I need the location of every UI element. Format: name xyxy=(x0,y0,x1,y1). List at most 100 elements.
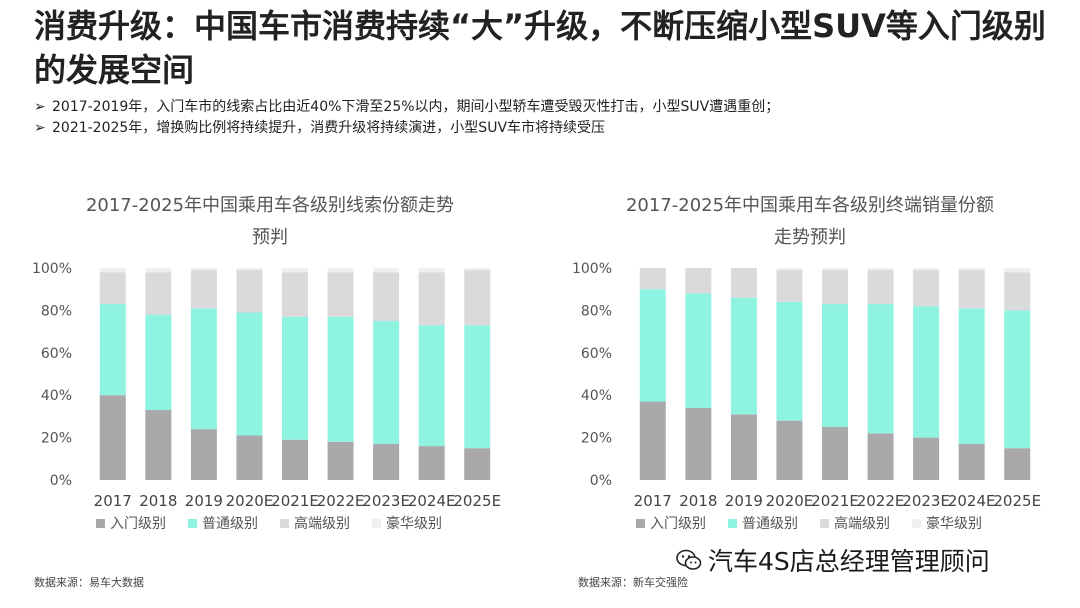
y-tick-label: 40% xyxy=(581,388,612,404)
bar-segment-2 xyxy=(145,314,172,411)
bar-segment-4 xyxy=(145,268,172,273)
bar-segment-2 xyxy=(190,308,217,430)
x-tick-label: 2021E xyxy=(811,492,859,510)
bar-segment-1 xyxy=(373,443,400,480)
bar-segment-3 xyxy=(145,272,172,315)
bar-segment-3 xyxy=(776,270,803,302)
y-tick-label: 40% xyxy=(41,388,72,404)
legend-swatch-1 xyxy=(96,519,105,528)
legend-label-2: 普通级别 xyxy=(742,516,798,532)
chart-sales-share-title: 2017-2025年中国乘用车各级别终端销量份额 走势预判 xyxy=(625,195,995,248)
bar-segment-2 xyxy=(373,321,400,444)
legend-label-3: 高端级别 xyxy=(834,515,890,532)
x-tick-label: 2022E xyxy=(317,492,365,510)
bullet-list: ➢ 2017-2019年，入门车市的线索占比由近40%下滑至25%以内，期间小型轿… xyxy=(34,97,1064,139)
legend-swatch-3 xyxy=(820,519,829,528)
chart-sales-share: 0% 20% 40% 60% 80% 100% 2017 2018 2019 2020E 2021E… xyxy=(550,190,1070,550)
bar-segment-2 xyxy=(685,293,712,408)
bar-segment-1 xyxy=(730,414,757,480)
bar-segment-4 xyxy=(327,268,354,273)
bar-segment-4 xyxy=(464,268,491,271)
y-tick-label: 0% xyxy=(590,473,612,489)
x-tick-label: 2020E xyxy=(226,492,274,510)
bar-segment-4 xyxy=(99,268,126,273)
x-tick-label: 2024E xyxy=(948,492,996,510)
bar-segment-3 xyxy=(867,270,894,305)
chart-sales-share-plot: 0% 20% 40% 60% 80% 100% 2017 2018 2019 2020E2021E… xyxy=(572,261,1041,532)
bar-segment-1 xyxy=(776,420,803,480)
bar-segment-3 xyxy=(1004,272,1031,311)
legend-label-3: 高端级别 xyxy=(294,515,350,532)
bar-segment-4 xyxy=(776,268,803,271)
bar-segment-4 xyxy=(190,268,217,271)
x-tick-label: 2021E xyxy=(271,492,319,510)
bar-segment-3 xyxy=(958,270,985,309)
bullet-text-1: 2017-2019年，入门车市的线索占比由近40%下滑至25%以内，期间小型轿车… xyxy=(52,99,780,115)
bar-segment-4 xyxy=(236,268,263,271)
y-tick-label: 100% xyxy=(572,261,612,277)
x-tick-label: 2023E xyxy=(902,492,950,510)
y-tick-label: 80% xyxy=(41,303,72,319)
data-source-left: 数据来源：易车大数据 xyxy=(34,576,144,589)
bar-segment-1 xyxy=(639,401,666,480)
bullet-item-1: ➢ 2017-2019年，入门车市的线索占比由近40%下滑至25%以内，期间小型轿… xyxy=(34,97,1064,118)
bar-segment-3 xyxy=(236,270,263,313)
bar-segment-2 xyxy=(99,304,126,396)
bar-segment-1 xyxy=(282,439,308,480)
bar-segment-1 xyxy=(958,443,985,480)
y-tick-label: 20% xyxy=(581,431,612,447)
x-tick-label: 2025E xyxy=(453,492,501,510)
bar-segment-4 xyxy=(1004,268,1031,273)
legend-label-1: 入门级别 xyxy=(650,516,706,532)
legend-swatch-4 xyxy=(912,519,921,528)
y-tick-label: 80% xyxy=(581,303,612,319)
bar-segment-1 xyxy=(685,407,712,480)
data-source-right: 数据来源：新车交强险 xyxy=(578,576,688,589)
y-tick-label: 20% xyxy=(41,431,72,447)
x-tick-label: 2019 xyxy=(185,492,223,510)
y-tick-label: 60% xyxy=(41,346,72,362)
legend-swatch-2 xyxy=(188,519,197,528)
bar-segment-3 xyxy=(418,272,445,326)
bar-segment-2 xyxy=(776,301,803,421)
bullet-marker-icon: ➢ xyxy=(34,120,46,136)
bar-segment-1 xyxy=(190,429,217,480)
bullet-text-2: 2021-2025年，增换购比例将持续提升，消费升级将持续演进，小型SUV车市将… xyxy=(52,120,606,136)
x-tick-label: 2022E xyxy=(857,492,905,510)
chart-leads-share-title: 2017-2025年中国乘用车各级别线索份额走势 预判 xyxy=(85,195,455,248)
x-tick-label: 2017 xyxy=(634,492,672,510)
bar-segment-3 xyxy=(327,272,354,317)
bar-segment-1 xyxy=(99,395,126,480)
x-tick-label: 2025E xyxy=(993,492,1041,510)
bar-segment-2 xyxy=(639,289,666,402)
x-tick-label: 2017 xyxy=(94,492,132,510)
bar-segment-2 xyxy=(822,304,848,427)
bar-segment-2 xyxy=(1004,310,1031,449)
bar-segment-1 xyxy=(1004,448,1031,480)
x-tick-label: 2018 xyxy=(679,492,717,510)
bar-segment-1 xyxy=(145,410,172,480)
bar-segment-2 xyxy=(730,297,757,415)
bar-segment-4 xyxy=(418,268,445,273)
bar-segment-4 xyxy=(822,268,848,271)
bar-segment-2 xyxy=(867,304,894,434)
y-tick-label: 100% xyxy=(32,261,72,277)
x-tick-label: 2019 xyxy=(725,492,763,510)
bar-segment-1 xyxy=(867,433,894,480)
bar-segment-2 xyxy=(913,306,940,438)
bar-segment-3 xyxy=(685,268,712,294)
bar-segment-4 xyxy=(958,268,985,271)
y-tick-label: 0% xyxy=(50,473,72,489)
y-tick-label: 60% xyxy=(581,346,612,362)
legend-label-1: 入门级别 xyxy=(110,516,166,532)
bar-segment-3 xyxy=(373,272,400,321)
bar-segment-1 xyxy=(236,435,263,480)
x-tick-label: 2024E xyxy=(408,492,456,510)
chart-leads-share-plot: 0% 20% 40% 60% 80% 100% 2017 2018 2019 2020E2021E… xyxy=(32,261,501,532)
legend-swatch-1 xyxy=(636,519,645,528)
bar-segment-1 xyxy=(464,448,491,480)
bar-segment-4 xyxy=(867,268,894,271)
bar-segment-3 xyxy=(99,272,126,305)
bar-segment-2 xyxy=(282,316,308,440)
bar-segment-3 xyxy=(913,270,940,307)
